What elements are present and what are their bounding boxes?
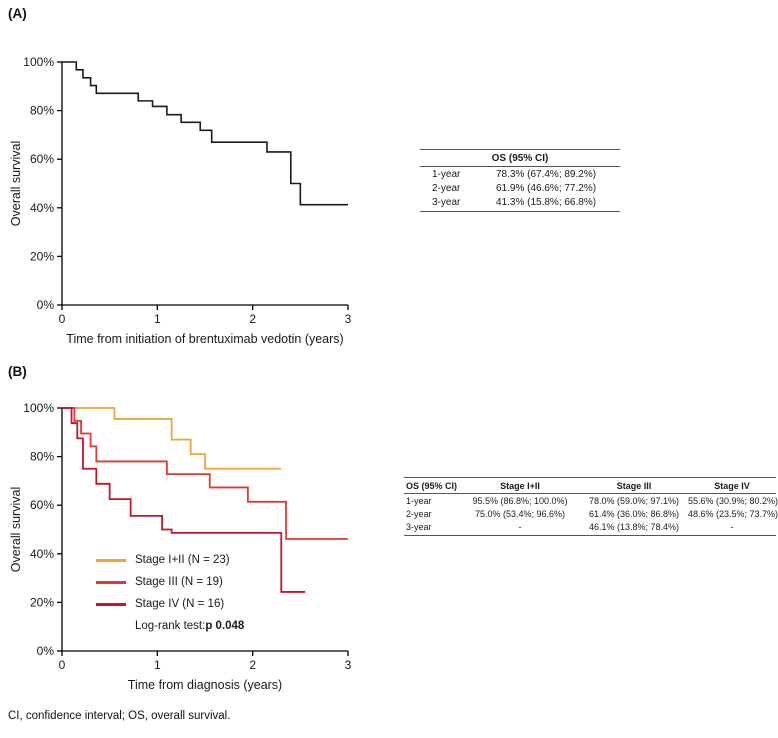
svg-text:1: 1: [154, 658, 161, 672]
logrank-test-annotation: Log-rank test: p 0.048: [135, 615, 244, 637]
svg-text:40%: 40%: [30, 547, 54, 561]
svg-text:0: 0: [59, 658, 66, 672]
svg-text:3: 3: [345, 658, 352, 672]
cell-value: -: [730, 521, 734, 532]
legend-item-stage-i-ii: Stage I+II (N = 23): [96, 549, 244, 571]
svg-text:Overall survival: Overall survival: [9, 141, 23, 226]
panel-b-survival-chart: 0% 20% 40% 60% 80% 100% 0 1 2 3 Time from diagnosi…: [9, 401, 352, 692]
row-value: 61.9% (46.6%; 77.2%): [496, 182, 597, 194]
svg-text:Time from diagnosis (years): Time from diagnosis (years): [128, 678, 282, 692]
table-row: 2-year 75.0% (53.4%; 96.6%) 61.4% (36.0%…: [404, 507, 778, 520]
col-header: Stage III: [616, 480, 652, 491]
cell-value: 55.6% (30.9%; 80.2%): [688, 495, 778, 506]
panel-a-label: (A): [8, 6, 27, 21]
row-label: 1-year: [432, 168, 461, 180]
svg-text:1: 1: [154, 312, 161, 326]
col-header: Stage IV: [714, 480, 750, 491]
svg-text:20%: 20%: [30, 249, 54, 263]
table-row: 1-year 95.5% (86.8%; 100.0%) 78.0% (59.0…: [404, 494, 778, 507]
table-row: 3-year - 46.1% (13.8%; 78.4%) -: [404, 520, 776, 533]
panel-b-label: (B): [8, 364, 27, 379]
panel-b-os-table: OS (95% CI) Stage I+II Stage III Stage I…: [404, 477, 778, 536]
table-row: 1-year 78.3% (67.4%; 89.2%): [420, 167, 620, 181]
table-row: 2-year 61.9% (46.6%; 77.2%): [420, 181, 620, 195]
svg-text:0%: 0%: [37, 298, 55, 312]
table-row: 3-year 41.3% (15.8%; 66.8%): [420, 195, 620, 209]
cell-value: 48.6% (23.5%; 73.7%): [688, 508, 778, 519]
table-a-header: OS (95% CI): [420, 149, 620, 167]
col-header: OS (95% CI): [406, 480, 458, 491]
cell-value: -: [518, 521, 522, 532]
svg-text:3: 3: [345, 312, 352, 326]
svg-text:80%: 80%: [30, 450, 54, 464]
cell-value: 46.1% (13.8%; 78.4%): [588, 521, 680, 532]
svg-text:0%: 0%: [37, 644, 55, 658]
cell-value: 78.0% (59.0%; 97.1%): [588, 495, 680, 506]
figure-footnote: CI, confidence interval; OS, overall sur…: [8, 710, 231, 722]
svg-text:Time from initiation of brentu: Time from initiation of brentuximab vedo…: [66, 332, 343, 346]
legend-item-stage-iv: Stage IV (N = 16): [96, 593, 244, 615]
logrank-p-value: p 0.048: [205, 620, 245, 632]
table-b-header-row: OS (95% CI) Stage I+II Stage III Stage I…: [404, 477, 776, 494]
panel-a-os-table: OS (95% CI) 1-year 78.3% (67.4%; 89.2%) …: [420, 149, 620, 212]
svg-text:40%: 40%: [30, 201, 54, 215]
stage-iii-line-swatch: [96, 580, 126, 584]
cell-value: 61.4% (36.0%; 86.8%): [588, 508, 680, 519]
row-label: 3-year: [406, 521, 432, 532]
legend-label: Stage III (N = 19): [135, 576, 223, 588]
svg-text:60%: 60%: [30, 152, 54, 166]
legend-item-stage-iii: Stage III (N = 19): [96, 571, 244, 593]
panel-b-legend: Stage I+II (N = 23) Stage III (N = 19) S…: [96, 549, 244, 637]
svg-text:100%: 100%: [23, 401, 54, 415]
stage-i-ii-line-swatch: [96, 558, 126, 562]
svg-text:80%: 80%: [30, 104, 54, 118]
row-value: 41.3% (15.8%; 66.8%): [496, 196, 597, 208]
svg-text:2: 2: [249, 658, 256, 672]
svg-text:100%: 100%: [23, 55, 54, 69]
legend-label: Stage IV (N = 16): [135, 598, 225, 610]
legend-label: Stage I+II (N = 23): [135, 554, 230, 566]
col-header: Stage I+II: [500, 480, 540, 491]
row-label: 1-year: [406, 495, 432, 506]
svg-text:0: 0: [59, 312, 66, 326]
row-value: 78.3% (67.4%; 89.2%): [496, 168, 597, 180]
svg-text:60%: 60%: [30, 498, 54, 512]
cell-value: 75.0% (53.4%; 96.6%): [474, 508, 566, 519]
row-label: 2-year: [432, 182, 461, 194]
svg-text:Overall survival: Overall survival: [9, 487, 23, 572]
svg-text:2: 2: [249, 312, 256, 326]
svg-text:20%: 20%: [30, 595, 54, 609]
row-label: 3-year: [432, 196, 461, 208]
stage-iv-line-swatch: [96, 602, 126, 606]
row-label: 2-year: [406, 508, 432, 519]
logrank-prefix: Log-rank test:: [135, 620, 206, 632]
cell-value: 95.5% (86.8%; 100.0%): [472, 495, 568, 506]
